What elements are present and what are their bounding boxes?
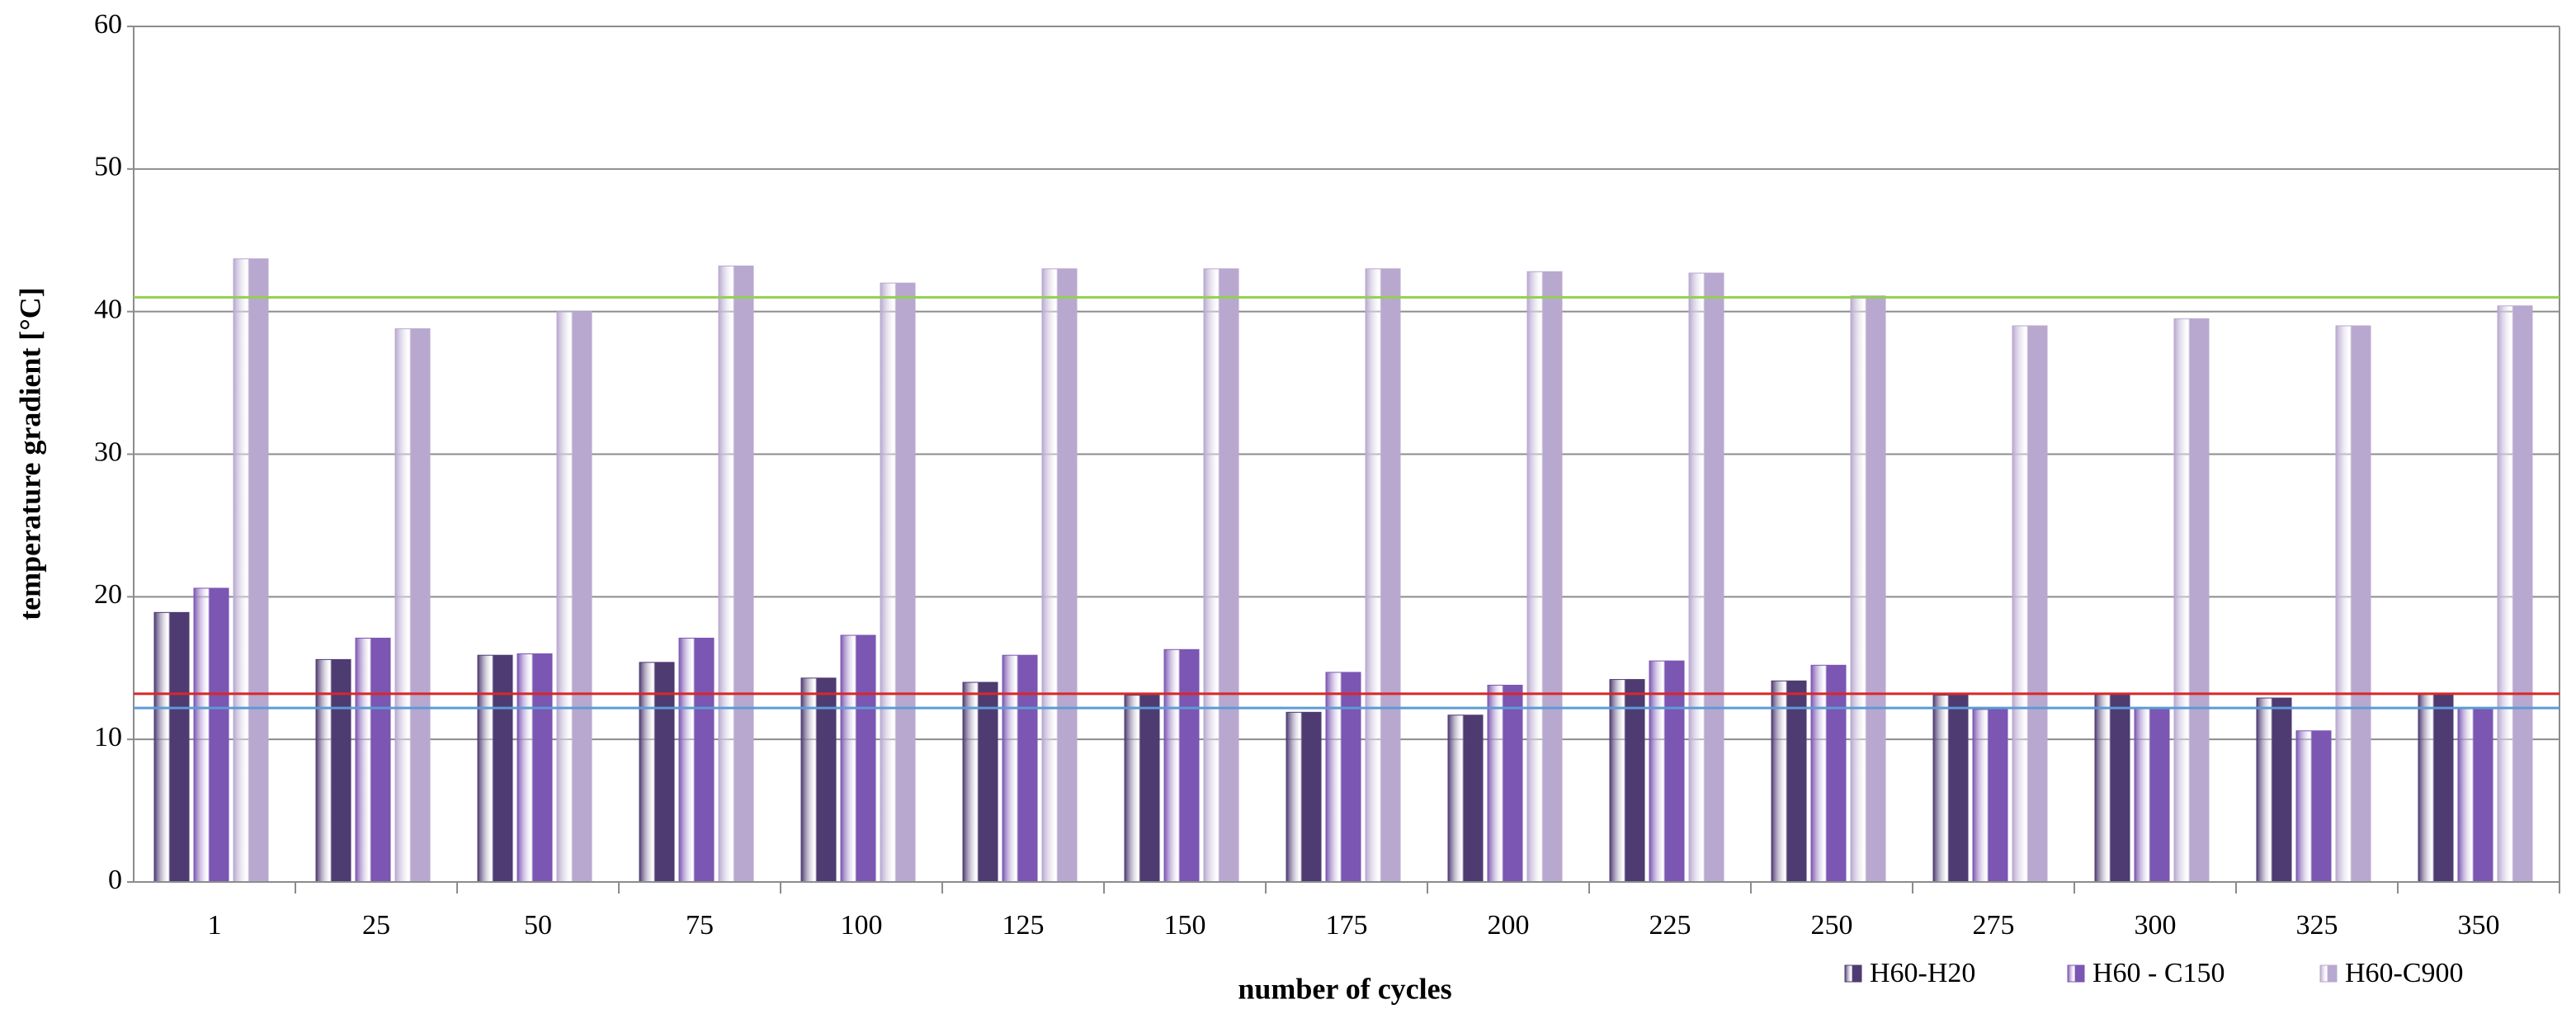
bar	[193, 587, 229, 883]
bar	[2173, 318, 2210, 883]
legend-swatch	[2319, 964, 2338, 983]
bar	[1124, 695, 1160, 883]
x-tick-label: 200	[1488, 910, 1530, 941]
x-tick-label: 125	[1003, 910, 1045, 941]
bar	[153, 611, 190, 883]
bar	[394, 328, 431, 883]
bar	[2457, 707, 2493, 883]
x-tick-label: 100	[841, 910, 883, 941]
y-tick-label: 50	[94, 152, 122, 182]
bar	[1526, 271, 1563, 883]
bar	[1203, 268, 1239, 883]
x-tick-label: 225	[1649, 910, 1691, 941]
bar	[840, 634, 876, 883]
y-axis-title: temperature gradient [°C]	[13, 287, 46, 620]
bar	[2295, 730, 2332, 883]
bar	[1487, 684, 1523, 883]
x-tick-label: 150	[1164, 910, 1206, 941]
bar	[1972, 709, 2008, 883]
x-tick-label: 275	[1973, 910, 2015, 941]
bar	[1163, 648, 1200, 883]
bar	[315, 658, 351, 883]
bar	[880, 282, 916, 883]
legend-swatch	[2067, 964, 2085, 983]
bar	[1041, 268, 1078, 883]
bar	[1286, 711, 1322, 883]
y-tick-label: 0	[108, 865, 122, 895]
bar	[718, 265, 754, 883]
bar	[1609, 679, 1645, 883]
bar	[1002, 654, 1038, 883]
x-tick-label: 250	[1811, 910, 1853, 941]
x-tick-label: 325	[2296, 910, 2338, 941]
bar	[477, 654, 513, 883]
x-tick-label: 75	[686, 910, 714, 941]
bar	[2134, 707, 2170, 883]
bar	[2497, 305, 2533, 883]
x-axis-title: number of cycles	[1238, 972, 1451, 1005]
bar	[2418, 693, 2454, 883]
y-tick-label: 60	[94, 9, 122, 40]
bar	[800, 677, 837, 883]
bar	[2335, 325, 2371, 883]
x-tick-label: 50	[524, 910, 552, 941]
bar	[1932, 695, 1969, 883]
x-tick-label: 300	[2135, 910, 2177, 941]
bar	[233, 258, 269, 883]
bar	[1688, 272, 1724, 883]
bar	[1447, 714, 1484, 883]
bar	[1850, 295, 1886, 883]
bar	[678, 637, 715, 883]
x-tick-label: 1	[208, 910, 222, 941]
bar	[1365, 268, 1401, 883]
bar	[517, 653, 553, 883]
bar	[1771, 680, 1807, 883]
x-tick-label: 25	[362, 910, 390, 941]
x-tick-label: 175	[1326, 910, 1368, 941]
y-tick-label: 40	[94, 294, 122, 324]
bar	[2094, 693, 2130, 883]
legend-swatch	[1844, 964, 1862, 983]
bar	[556, 311, 592, 883]
legend-label: H60-C900	[2345, 958, 2464, 988]
bar	[1810, 664, 1847, 883]
bar	[962, 681, 998, 883]
bar	[2256, 697, 2292, 883]
x-tick-label: 350	[2458, 910, 2500, 941]
y-tick-label: 10	[94, 722, 122, 752]
bar	[639, 662, 675, 883]
bar	[355, 637, 391, 883]
bar	[2012, 325, 2048, 883]
y-tick-label: 30	[94, 436, 122, 467]
legend-label: H60 - C150	[2092, 958, 2225, 988]
bar	[1325, 672, 1361, 883]
y-tick-label: 20	[94, 579, 122, 610]
legend-label: H60-H20	[1870, 958, 1975, 988]
